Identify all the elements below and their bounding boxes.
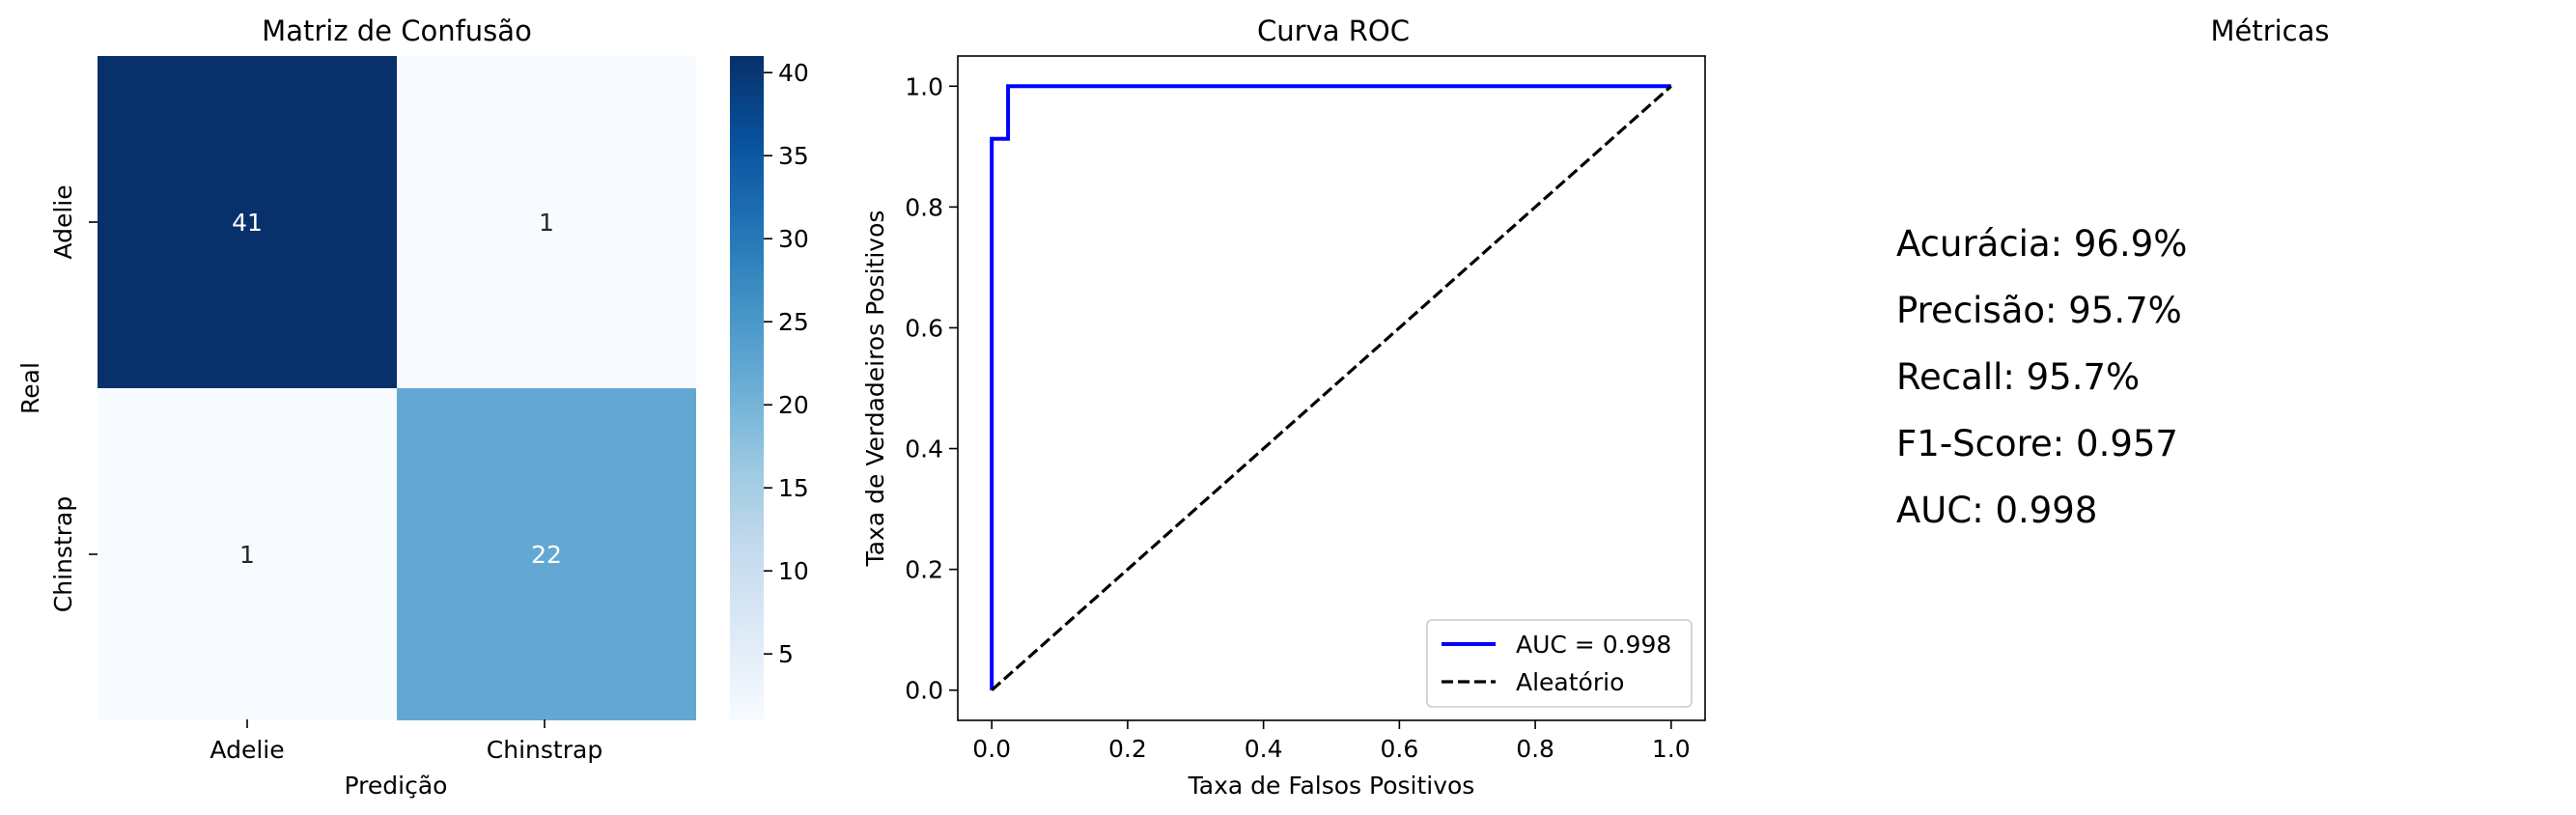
colorbar-tick-label: 30 [778,225,809,253]
roc-axes: 0.0 0.2 0.4 0.6 0.8 1.0 0.0 0.2 0.4 0.6 0.8 1.0 [905,72,1690,763]
y-tick-label-adelie: Adelie [49,184,77,259]
roc-ylabel: Taxa de Verdadeiros Positivos [861,211,889,568]
metrics-panel: Métricas Acurácia: 96.9% Precisão: 95.7%… [1896,14,2330,531]
roc-legend: AUC = 0.998 Aleatório [1426,619,1693,708]
confusion-matrix-xlabel: Predição [345,772,448,800]
colorbar-tick-label: 20 [778,391,809,419]
metric-accuracy: Acurácia: 96.9% [1896,223,2187,265]
colorbar-tick-label: 35 [778,142,809,170]
roc-lines [990,84,1672,691]
x-tick-label-adelie: Adelie [210,736,284,764]
heatmap-cell-label: 1 [239,541,255,569]
y-tick-label-chinstrap: Chinstrap [49,496,77,612]
roc-y-tick-label: 0.4 [905,436,943,464]
roc-y-tick-label: 0.8 [905,193,943,221]
heatmap-cell [397,56,696,388]
heatmap-cell-label: 41 [232,209,263,237]
colorbar [730,56,764,720]
roc-y-tick-label: 0.2 [905,556,943,584]
roc-y-tick-label: 0.6 [905,314,943,342]
roc-x-tick-label: 0.0 [972,735,1011,763]
colorbar-tick-label: 25 [778,308,809,336]
heatmap-cell [98,56,397,388]
colorbar-tick-label: 10 [778,557,809,585]
heatmap-cell-label: 22 [531,541,562,569]
x-tick-label-chinstrap: Chinstrap [487,736,602,764]
colorbar-tick-label: 5 [778,640,794,668]
colorbar-tick-label: 40 [778,59,809,87]
roc-title: Curva ROC [1257,14,1410,47]
random-baseline-line [991,85,1672,691]
confusion-matrix-ylabel: Real [16,362,44,414]
roc-y-tick-label: 0.0 [905,677,943,705]
metric-recall: Recall: 95.7% [1896,356,2140,398]
heatmap-cell [397,388,696,720]
metric-f1-score: F1-Score: 0.957 [1896,423,2178,464]
roc-x-tick-label: 0.2 [1108,735,1147,763]
roc-y-tick-label: 1.0 [905,72,943,100]
metric-precision: Precisão: 95.7% [1896,290,2182,331]
confusion-matrix-cells: 41 1 1 22 [98,56,696,720]
colorbar-ticks: 5 10 15 20 25 30 35 40 [764,59,809,668]
legend-label-auc: AUC = 0.998 [1516,631,1671,659]
roc-x-tick-label: 0.4 [1245,735,1283,763]
legend-label-random: Aleatório [1516,668,1624,696]
heatmap-cell [98,388,397,720]
metrics-title: Métricas [2210,14,2329,47]
confusion-matrix-title: Matriz de Confusão [262,14,532,47]
roc-x-tick-label: 0.6 [1380,735,1418,763]
roc-curve-line [990,84,1671,690]
metric-auc: AUC: 0.998 [1896,490,2097,531]
roc-x-tick-label: 0.8 [1516,735,1554,763]
legend-frame [1426,619,1693,708]
roc-xlabel: Taxa de Falsos Positivos [1188,772,1475,800]
roc-x-tick-label: 1.0 [1652,735,1691,763]
confusion-matrix-panel: Matriz de Confusão 41 1 1 22 Adelie Chinstr… [16,14,809,800]
heatmap-cell-label: 1 [539,209,554,237]
roc-panel: Curva ROC 0.0 0.2 0.4 0.6 0.8 1.0 0.0 0.2 0.4 0.6… [861,14,1706,800]
colorbar-tick-label: 15 [778,474,809,502]
